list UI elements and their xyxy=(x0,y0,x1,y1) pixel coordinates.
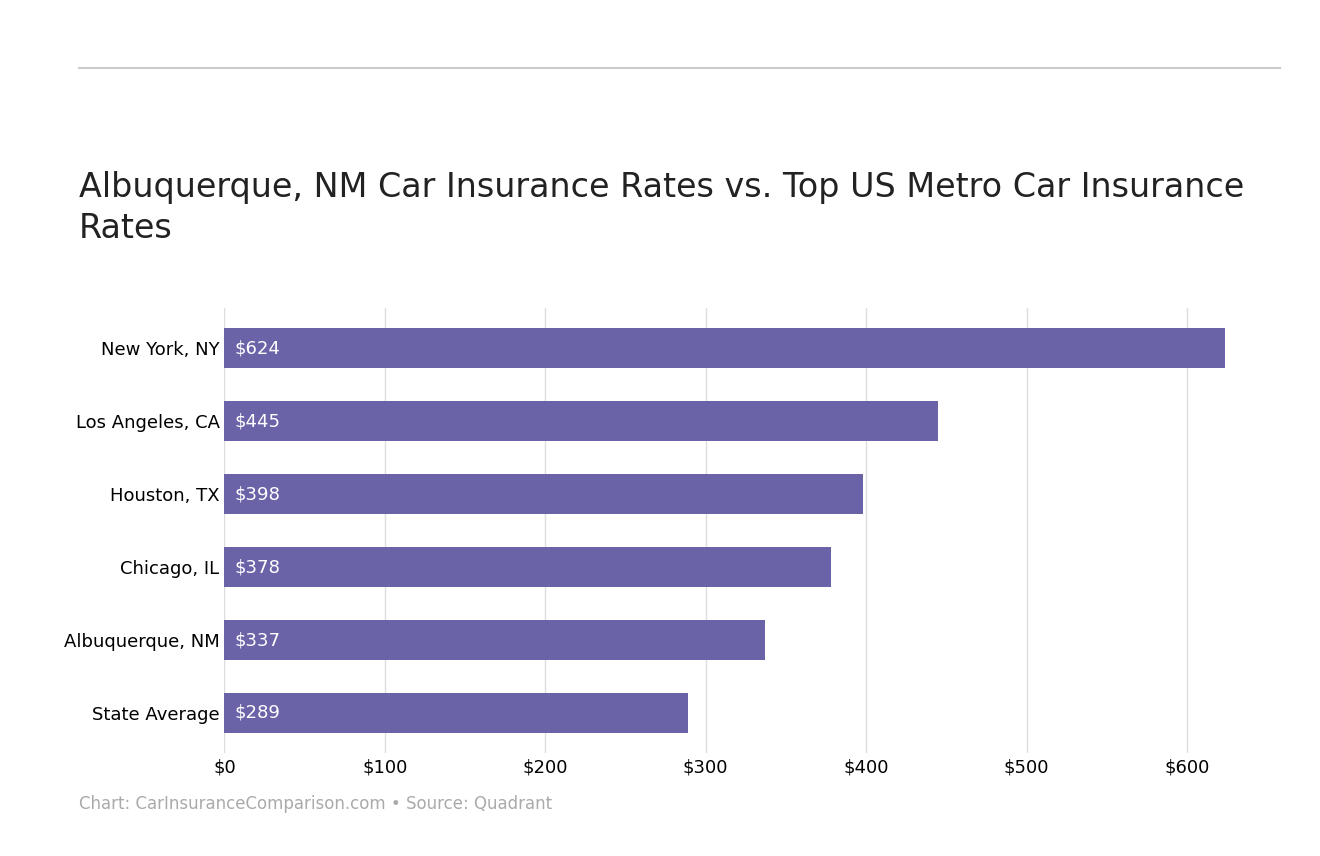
Bar xyxy=(224,620,766,660)
Bar xyxy=(224,401,939,442)
Text: $624: $624 xyxy=(234,340,280,358)
Bar xyxy=(224,474,863,514)
Bar xyxy=(224,693,688,733)
Text: $398: $398 xyxy=(234,485,280,503)
Bar xyxy=(224,547,830,587)
Text: $445: $445 xyxy=(234,413,280,431)
Text: Albuquerque, NM Car Insurance Rates vs. Top US Metro Car Insurance
Rates: Albuquerque, NM Car Insurance Rates vs. … xyxy=(79,171,1245,245)
Text: Chart: CarInsuranceComparison.com • Source: Quadrant: Chart: CarInsuranceComparison.com • Sour… xyxy=(79,795,552,813)
Text: $289: $289 xyxy=(234,704,280,722)
Text: $337: $337 xyxy=(234,631,280,649)
Bar xyxy=(224,329,1225,368)
Text: $378: $378 xyxy=(234,558,280,576)
